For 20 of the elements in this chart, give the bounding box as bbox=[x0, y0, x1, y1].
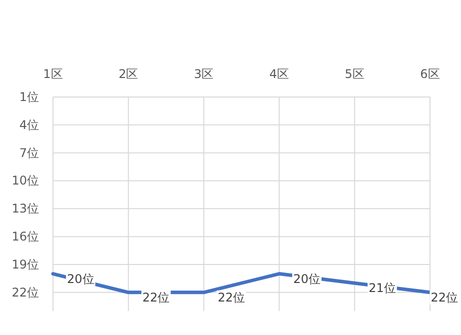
y-tick-label: 22位 bbox=[12, 285, 39, 300]
data-label: 20位 bbox=[67, 272, 94, 286]
y-tick-label: 7位 bbox=[19, 146, 39, 160]
x-tick-label: 1区 bbox=[43, 67, 63, 81]
data-label: 22位 bbox=[430, 290, 458, 304]
y-tick-label: 10位 bbox=[12, 174, 39, 188]
y-tick-label: 4位 bbox=[19, 118, 39, 132]
data-label: 22位 bbox=[218, 290, 246, 304]
y-tick-label: 1位 bbox=[19, 90, 39, 104]
data-label: 20位 bbox=[293, 272, 320, 286]
data-label: 22位 bbox=[142, 290, 170, 304]
x-tick-label: 5区 bbox=[344, 67, 364, 81]
data-label: 21位 bbox=[368, 281, 396, 296]
y-tick-label: 19位 bbox=[12, 257, 39, 272]
y-tick-label: 13位 bbox=[12, 202, 39, 216]
x-tick-label: 6区 bbox=[420, 67, 440, 81]
y-tick-label: 16位 bbox=[12, 230, 39, 244]
x-tick-label: 4区 bbox=[269, 67, 290, 81]
x-tick-label: 3区 bbox=[194, 67, 214, 81]
x-tick-label: 2区 bbox=[118, 67, 138, 81]
